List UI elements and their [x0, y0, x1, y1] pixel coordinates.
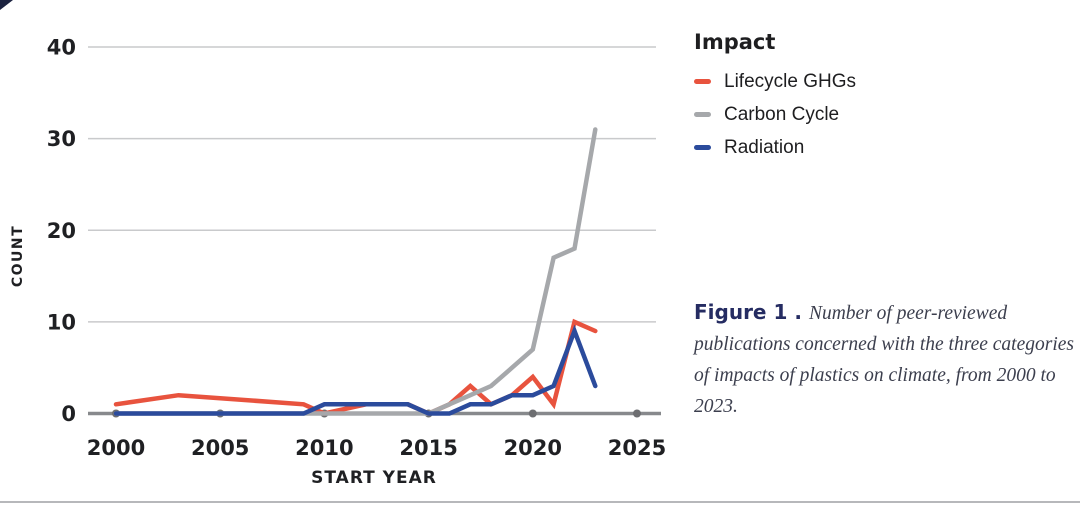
legend-swatch	[694, 112, 711, 117]
series-radiation	[113, 324, 598, 416]
y-tick-label: 30	[47, 127, 76, 151]
legend-swatch	[694, 79, 711, 84]
x-tick-label: 2005	[191, 436, 249, 460]
x-tick-dot	[633, 409, 641, 418]
series-lifecycle-ghgs	[113, 318, 598, 416]
x-tick-label: 2025	[608, 436, 666, 460]
x-tick-label: 2000	[87, 436, 145, 460]
legend-items: Lifecycle GHGs Carbon Cycle Radiation	[694, 70, 856, 159]
y-tick-label: 40	[47, 36, 76, 60]
gridlines	[88, 46, 661, 418]
x-tick-label: 2010	[295, 436, 353, 460]
x-tick-label: 2015	[399, 436, 457, 460]
legend-title: Impact	[694, 30, 776, 54]
series-lines	[113, 127, 598, 416]
legend-item-label: Radiation	[724, 137, 805, 158]
legend-item: Lifecycle GHGs	[694, 70, 856, 93]
figure-caption: Figure 1 . Number of peer-reviewed public…	[694, 297, 1080, 422]
figure-caption-label: Figure 1 .	[694, 300, 802, 324]
page-divider	[0, 501, 1080, 503]
publications-line-chart: 0 10 20 30 40 2000 2005 2010 2015 2020 2025 COUNT ST…	[10, 36, 666, 489]
legend-item: Carbon Cycle	[694, 103, 856, 126]
x-tick-label: 2020	[504, 436, 562, 460]
legend-item-label: Carbon Cycle	[724, 104, 840, 125]
y-tick-label: 20	[47, 219, 76, 243]
legend-swatch	[694, 145, 711, 150]
y-tick-label: 10	[47, 310, 76, 334]
y-tick-label: 0	[61, 402, 76, 426]
series-carbon-cycle	[113, 127, 598, 416]
corner-mark	[0, 0, 13, 10]
chart-legend: Impact Lifecycle GHGs Carbon Cycle Radiati…	[694, 30, 856, 169]
figure-caption-text: Number of peer-reviewed publications con…	[694, 303, 1074, 417]
x-axis-title: START YEAR	[311, 468, 437, 488]
legend-item: Radiation	[694, 136, 856, 159]
x-tick-dot	[528, 409, 537, 418]
legend-item-label: Lifecycle GHGs	[724, 71, 856, 92]
y-axis-title: COUNT	[10, 225, 26, 287]
axis-labels: 0 10 20 30 40 2000 2005 2010 2015 2020 2025 COUNT ST…	[10, 36, 666, 489]
